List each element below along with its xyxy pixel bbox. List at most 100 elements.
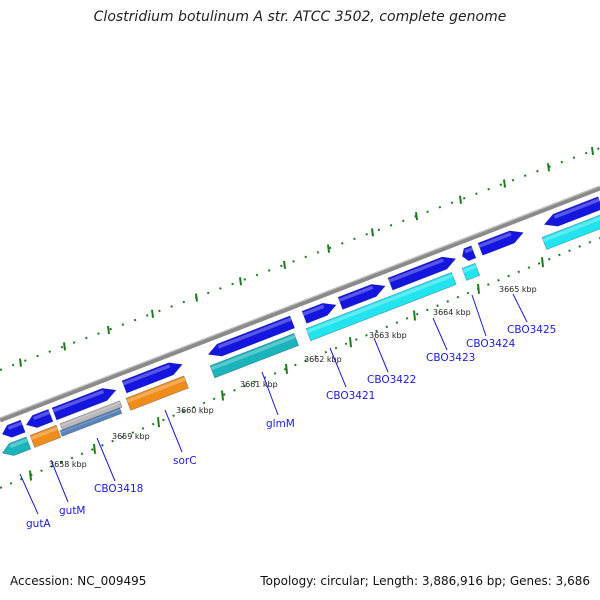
reverse-cds-0 [1, 436, 32, 456]
reverse-cds-CBO3425 [541, 214, 600, 250]
outer-major-tick [591, 146, 594, 156]
outer-major-tick [503, 179, 506, 188]
outer-major-tick [239, 277, 242, 286]
outer-major-tick [19, 358, 22, 367]
forward-cds-5 [301, 302, 337, 324]
forward-cds-9 [477, 230, 524, 256]
gene-labels: gutA gutM CBO3418 sorC glmM CBO3421 CBO3… [26, 324, 556, 530]
ruler-labels: 3658 kbp 3659 kbp 3660 kbp 3661 kbp 3662… [49, 285, 537, 469]
forward-cds-0 [1, 419, 26, 438]
inner-major-tick [541, 257, 544, 268]
forward-cds-1-shine [33, 410, 51, 421]
inner-major-tick [157, 417, 160, 428]
leader-CBO3423 [432, 317, 448, 351]
forward-cds-10 [543, 196, 600, 227]
outer-major-tick [547, 163, 550, 172]
ruler-label-3664: 3664 kbp [433, 308, 471, 317]
outer-major-tick [327, 244, 330, 253]
inner-major-tick [477, 283, 480, 294]
reverse-cds-CBO3421-3423 [305, 272, 457, 342]
ruler-label-3658: 3658 kbp [49, 460, 87, 469]
forward-cds-3 [121, 362, 183, 394]
forward-cds-7 [387, 256, 457, 291]
leader-CBO3425 [512, 293, 528, 323]
forward-cds-8 [462, 245, 477, 262]
forward-cds-4 [207, 315, 296, 357]
inner-ruler-line [0, 237, 600, 489]
genome-backbone [0, 185, 600, 423]
gene-label-CBO3421: CBO3421 [326, 390, 375, 402]
forward-cds-6-shine [338, 285, 374, 302]
leader-sorC [164, 409, 183, 453]
gene-label-glmM: glmM [266, 418, 295, 430]
leader-glmM [261, 371, 279, 416]
forward-cds-8-shine [464, 247, 473, 254]
gene-label-CBO3424: CBO3424 [466, 338, 516, 350]
outer-major-tick [107, 325, 110, 335]
outer-major-tick [283, 260, 286, 270]
map-title: Clostridium botulinum A str. ATCC 3502, … [93, 9, 507, 25]
gene-label-sorC: sorC [173, 455, 197, 467]
outer-major-tick [151, 309, 154, 318]
outer-major-tick [459, 195, 462, 204]
inner-major-tick [413, 310, 416, 321]
gene-label-CBO3418: CBO3418 [94, 483, 143, 495]
outer-ruler-line [0, 147, 600, 371]
gene-label-CBO3423: CBO3423 [426, 352, 475, 364]
inner-ruler [0, 237, 600, 489]
reverse-cds-CBO3421-3423-shine [306, 273, 454, 334]
inner-major-tick [349, 337, 352, 348]
forward-cds-6 [337, 284, 386, 310]
reverse-cds-0-shine [9, 438, 28, 449]
gene-label-gutA: gutA [26, 518, 51, 530]
leader-CBO3418 [96, 437, 116, 482]
forward-cds-5-shine [302, 304, 325, 316]
forward-cds-7-shine [388, 258, 444, 283]
leader-CBO3422 [373, 337, 389, 373]
inner-major-tick [285, 363, 288, 374]
steel-feature-CBO3418 [59, 407, 123, 437]
outer-major-tick [195, 293, 198, 302]
inner-major-tick [29, 470, 32, 481]
leader-CBO3421 [329, 347, 347, 388]
orange-feature-gutM [29, 424, 62, 448]
forward-cds-10-shine [553, 198, 600, 219]
outer-ruler [0, 146, 600, 371]
steel-feature-CBO3418-shine [60, 409, 121, 433]
orange-feature-sorC [125, 375, 189, 411]
topology-summary: Topology: circular; Length: 3,886,916 bp… [260, 574, 590, 588]
gene-label-CBO3422: CBO3422 [367, 374, 416, 386]
forward-cds-2 [51, 388, 117, 421]
forward-cds-0-shine [7, 421, 23, 430]
ruler-label-3660: 3660 kbp [176, 406, 214, 415]
orange-feature-gutM-shine [30, 426, 58, 441]
forward-cds-3-shine [122, 364, 171, 386]
ruler-label-3659: 3659 kbp [112, 432, 150, 441]
grey-feature-shine [60, 402, 121, 427]
gene-label-CBO3425: CBO3425 [507, 324, 556, 336]
accession-text: Accession: NC_009495 [10, 574, 147, 588]
leader-CBO3424 [471, 294, 487, 337]
inner-major-tick [93, 443, 96, 454]
ruler-label-3662: 3662 kbp [304, 355, 342, 364]
ruler-label-3665: 3665 kbp [499, 285, 537, 294]
grey-feature [59, 400, 123, 431]
reverse-cds-CBO3424-shine [462, 264, 477, 273]
reverse-cds-CBO3424 [461, 262, 481, 281]
forward-strand-features [1, 196, 600, 438]
orange-feature-sorC-shine [126, 377, 186, 403]
reverse-cds-CBO3425-shine [542, 216, 600, 243]
forward-cds-9-shine [478, 232, 512, 248]
reverse-cds-glmM [209, 332, 300, 379]
inner-major-tick [221, 390, 224, 401]
leader-gutA [19, 473, 39, 515]
gene-leader-lines [19, 293, 528, 515]
ruler-label-3661: 3661 kbp [240, 380, 278, 389]
forward-cds-4-shine [217, 317, 292, 349]
outer-major-tick [371, 228, 374, 237]
leader-gutM [50, 459, 69, 503]
reverse-cds-glmM-shine [210, 334, 296, 371]
ruler-label-3663: 3663 kbp [369, 331, 407, 340]
reverse-strand-features [1, 214, 600, 456]
